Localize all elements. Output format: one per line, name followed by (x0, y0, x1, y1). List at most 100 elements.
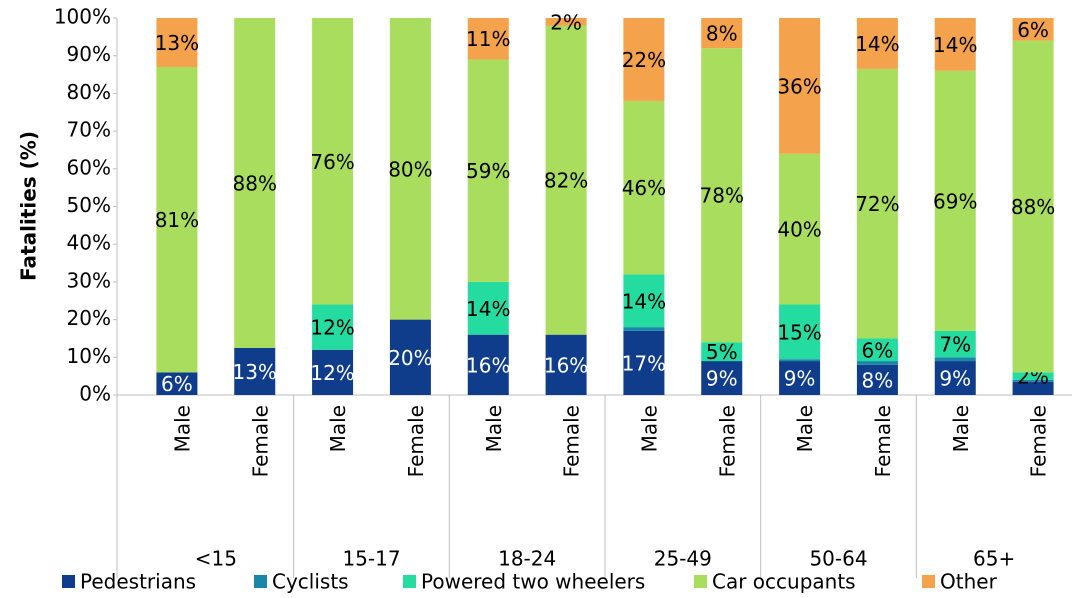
bar-segment (701, 361, 743, 395)
legend-label: Powered two wheelers (421, 570, 645, 594)
data-label: 69% (933, 189, 977, 213)
bar-segment (701, 18, 743, 49)
data-label: 22% (622, 48, 666, 72)
x-tick-label: Male (170, 405, 194, 452)
bar-segment (856, 18, 898, 69)
bar-segment (856, 361, 898, 365)
bar-segment (312, 304, 354, 350)
legend-swatch (403, 575, 416, 588)
data-label: 15% (777, 320, 821, 344)
bar-segment (934, 70, 976, 331)
x-tick-label: Male (326, 405, 350, 452)
x-tick-label: Male (793, 405, 817, 452)
y-tick-label: 70% (67, 118, 111, 142)
bar-segment (545, 334, 587, 395)
bar-segment (779, 359, 821, 362)
legend-swatch (62, 575, 75, 588)
bar-segment (156, 18, 198, 68)
data-label: 5% (706, 340, 738, 364)
bar-segment (934, 361, 976, 395)
group-label: <15 (195, 547, 237, 571)
bar-segment (467, 281, 509, 335)
y-tick-label: 40% (67, 231, 111, 255)
legend-label: Cyclists (272, 570, 349, 594)
bar-segment (701, 342, 743, 362)
data-label: 11% (466, 27, 510, 51)
data-label: 82% (544, 169, 588, 193)
x-tick-label: Male (482, 405, 506, 452)
data-label: 72% (855, 192, 899, 216)
data-label: 80% (388, 157, 432, 181)
bar-segment (467, 18, 509, 60)
bar-segment (545, 25, 587, 335)
y-axis-title: Fatalities (%) (17, 131, 41, 281)
data-label: 2% (550, 10, 582, 34)
legend-swatch (694, 575, 707, 588)
x-tick-label: Female (404, 405, 428, 477)
data-label: 6% (1017, 18, 1049, 42)
bar-segment (389, 319, 431, 395)
bar-segment (389, 18, 431, 320)
data-label: 9% (939, 367, 971, 391)
data-label: 14% (933, 33, 977, 57)
bar-segment (856, 364, 898, 395)
data-label: 17% (622, 351, 666, 375)
group-label: 65+ (973, 547, 1015, 571)
x-tick-label: Female (248, 405, 272, 477)
data-label: 76% (310, 150, 354, 174)
bar-segment (779, 304, 821, 360)
bar-segment (934, 18, 976, 71)
x-tick-label: Female (1027, 405, 1051, 477)
data-label: 81% (155, 208, 199, 232)
bar-segment (234, 18, 276, 348)
y-tick-label: 20% (67, 306, 111, 330)
bar-segment (467, 334, 509, 395)
group-label: 50-64 (809, 547, 867, 571)
y-tick-label: 100% (54, 5, 111, 29)
bar-segment (1012, 381, 1054, 395)
data-label: 8% (862, 368, 894, 392)
data-label: 12% (310, 361, 354, 385)
bar-segment (1012, 372, 1054, 380)
bar-segment (856, 338, 898, 362)
bar-segment (1012, 379, 1054, 382)
legend-label: Car occupants (712, 570, 856, 594)
bar-segment (779, 153, 821, 305)
y-tick-label: 10% (67, 344, 111, 368)
data-label: 14% (466, 297, 510, 321)
data-label: 6% (161, 372, 193, 396)
data-label: 16% (544, 353, 588, 377)
data-label: 46% (622, 176, 666, 200)
bar-segment (156, 372, 198, 395)
data-label: 40% (777, 218, 821, 242)
y-tick-label: 30% (67, 268, 111, 292)
bar-segment (156, 67, 198, 373)
group-label: 18-24 (498, 547, 556, 571)
data-label: 12% (310, 316, 354, 340)
data-label: 88% (1011, 195, 1055, 219)
data-label: 14% (855, 32, 899, 56)
data-label: 78% (700, 184, 744, 208)
bar-segment (545, 18, 587, 26)
bar-segment (623, 330, 665, 395)
data-label: 13% (233, 360, 277, 384)
x-tick-label: Male (949, 405, 973, 452)
bar-segment (623, 327, 665, 331)
bar-segment (623, 18, 665, 101)
data-label: 6% (862, 338, 894, 362)
x-tick-label: Female (715, 405, 739, 477)
y-tick-label: 50% (67, 193, 111, 217)
data-label: 20% (388, 346, 432, 370)
legend-swatch (922, 575, 935, 588)
bar-segment (623, 274, 665, 328)
x-tick-label: Female (560, 405, 584, 477)
data-label: 8% (706, 22, 738, 46)
bar-segment (312, 18, 354, 305)
data-label: 59% (466, 159, 510, 183)
y-tick-label: 0% (79, 382, 111, 406)
bar-segment (1012, 18, 1054, 41)
bar-segment (856, 68, 898, 339)
bar-segment (779, 361, 821, 395)
y-tick-label: 80% (67, 80, 111, 104)
